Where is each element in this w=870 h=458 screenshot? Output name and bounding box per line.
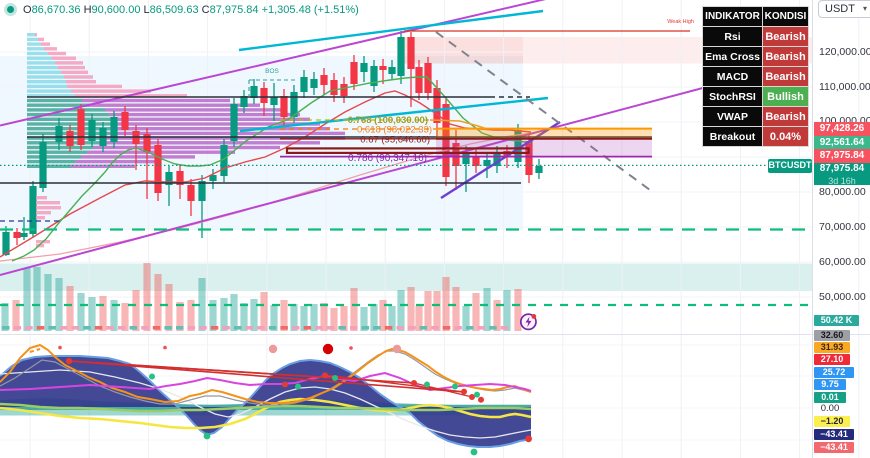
svg-text:0.768 (100,030.00): 0.768 (100,030.00) <box>348 115 428 126</box>
svg-text:Weak High: Weak High <box>667 19 694 25</box>
svg-text:0.786 (90,347.16): 0.786 (90,347.16) <box>348 153 427 164</box>
svg-text:0.67 (95,646.60): 0.67 (95,646.60) <box>360 135 430 146</box>
svg-text:BOS: BOS <box>265 68 279 75</box>
svg-text:0.618 (98,022.33): 0.618 (98,022.33) <box>357 125 432 136</box>
